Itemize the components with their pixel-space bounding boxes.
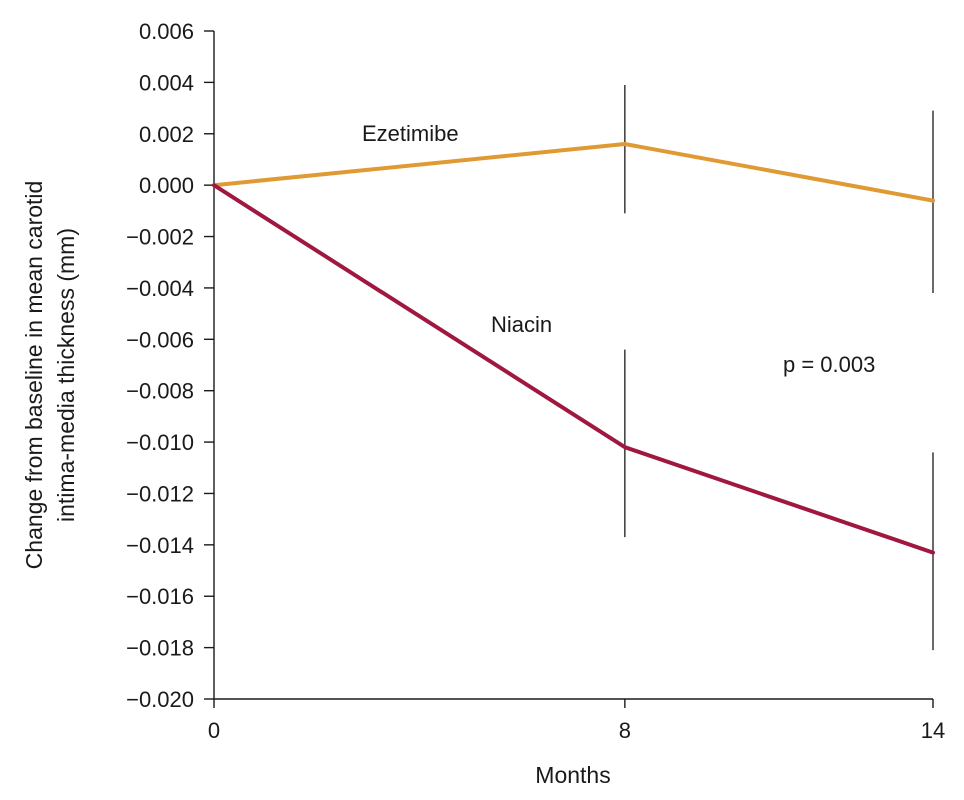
series-label-niacin: Niacin: [491, 312, 552, 337]
y-tick-label: −0.008: [126, 379, 194, 404]
y-tick-label: −0.012: [126, 481, 194, 506]
x-tick-label: 0: [208, 718, 220, 743]
y-tick-label: −0.014: [126, 533, 194, 558]
series-line-niacin: [212, 183, 935, 555]
x-tick-label: 8: [619, 718, 631, 743]
error-bars: [624, 84, 934, 651]
y-tick-label: −0.018: [126, 636, 194, 661]
labels: Ezetimibe Niacin p = 0.003 Months Change…: [21, 121, 875, 788]
y-axis-title-line-1: Change from baseline in mean carotid: [21, 181, 47, 570]
y-tick-label: 0.002: [139, 122, 194, 147]
y-tick-label: −0.010: [126, 430, 194, 455]
y-tick-label: −0.006: [126, 327, 194, 352]
series-line-ezetimibe: [212, 142, 935, 203]
x-axis-title: Months: [535, 762, 610, 788]
y-tick-label: 0.006: [139, 19, 194, 44]
x-tick-label: 14: [921, 718, 945, 743]
y-tick-label: 0.004: [139, 70, 194, 95]
y-tick-label: −0.004: [126, 276, 194, 301]
axes: 0.006 0.004 0.002 0.000 −0.002 −0.004 −0.006 −0…: [126, 19, 945, 743]
y-tick-label: −0.002: [126, 225, 194, 250]
y-tick-label: 0.000: [139, 173, 194, 198]
y-axis-title-line-2: intima-media thickness (mm): [53, 228, 79, 522]
p-value-annotation: p = 0.003: [783, 352, 875, 377]
series-label-ezetimibe: Ezetimibe: [362, 121, 459, 146]
y-tick-label: −0.020: [126, 687, 194, 712]
y-tick-label: −0.016: [126, 584, 194, 609]
series-lines: [212, 142, 935, 555]
